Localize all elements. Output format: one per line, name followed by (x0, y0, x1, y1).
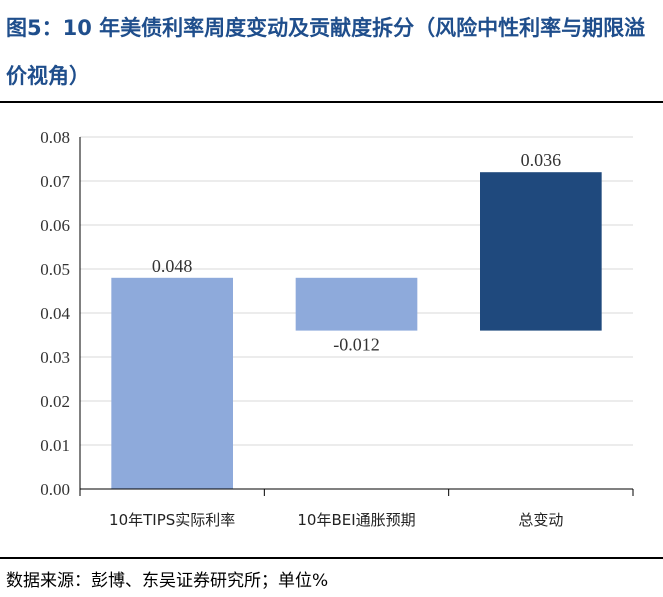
y-tick-label: 0.04 (40, 304, 70, 323)
data-labels: 0.048 -0.012 0.036 (152, 150, 561, 354)
top-rule (0, 101, 663, 103)
bar-1 (111, 277, 233, 489)
y-tick-label: 0.00 (40, 480, 70, 499)
x-category-label: 10年BEI通胀预期 (297, 511, 415, 529)
bottom-rule (0, 557, 663, 559)
y-tick-label: 0.01 (40, 436, 70, 455)
axes: 0.00 0.01 0.02 0.03 0.04 0.05 0.06 0.07 0.08 10年T… (40, 128, 634, 529)
y-tick-label: 0.02 (40, 392, 70, 411)
bars (111, 172, 602, 489)
data-label: 0.048 (152, 256, 193, 276)
x-category-label: 总变动 (518, 511, 563, 529)
bar-3 (480, 172, 602, 331)
data-label: -0.012 (333, 335, 380, 355)
y-tick-label: 0.08 (40, 128, 70, 147)
source-note: 数据来源：彭博、东吴证券研究所；单位% (6, 571, 329, 591)
y-tick-label: 0.06 (40, 216, 70, 235)
data-label: 0.036 (521, 150, 562, 170)
chart-title: 图5：10 年美债利率周度变动及贡献度拆分（风险中性利率与期限溢价视角） (6, 16, 646, 88)
y-tick-label: 0.07 (40, 172, 70, 191)
y-tick-label: 0.03 (40, 348, 70, 367)
x-category-label: 10年TIPS实际利率 (109, 511, 235, 529)
y-tick-label: 0.05 (40, 260, 70, 279)
bar-2 (295, 277, 418, 331)
